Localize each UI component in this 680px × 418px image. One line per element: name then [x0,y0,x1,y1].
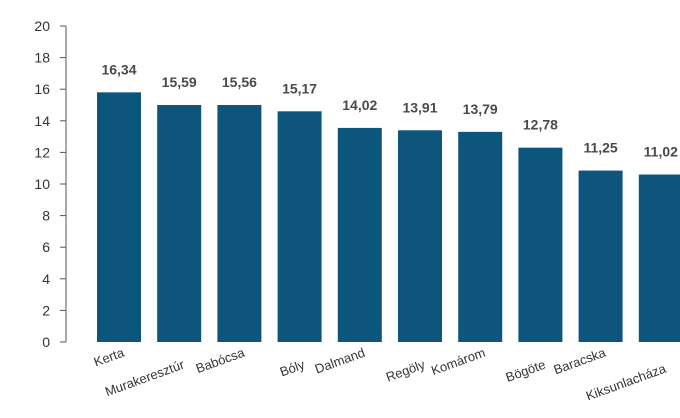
x-tick-label: Regöly [384,357,428,385]
y-tick-label: 2 [42,302,50,318]
bar-komárom [458,131,503,342]
bar-bóly [277,111,322,342]
value-label: 15,17 [282,80,317,96]
bar-kerta [97,92,141,342]
value-label: 12,78 [523,117,558,133]
x-tick-label: Komárom [429,345,487,378]
y-tick-label: 18 [34,50,50,66]
x-tick-label: Kiksunlacháza [584,360,669,403]
y-tick-label: 0 [42,334,50,350]
bar-bögöte [518,147,563,342]
bar-babócsa [217,105,262,342]
value-label: 11,02 [644,144,678,160]
y-tick-label: 4 [42,271,50,287]
value-label: 13,79 [463,101,498,117]
bar-dalmand [337,127,382,342]
value-label: 13,91 [402,99,437,115]
x-tick-label: Babócsa [194,344,247,376]
y-tick-label: 8 [42,208,50,224]
y-tick-label: 6 [42,239,50,255]
x-tick-label: Murakeresztúr [103,356,187,399]
x-tick-label: Baracska [552,344,609,377]
value-label: 11,25 [583,140,617,156]
value-label: 15,56 [222,74,257,90]
x-tick-label: Bóly [278,357,307,380]
value-label: 14,02 [342,97,377,113]
y-tick-label: 14 [34,113,50,129]
value-label: 15,59 [162,74,197,90]
value-labels-group: 16,34 15,59 15,56 15,17 14,02 13,91 13,79 12,78… [101,61,678,159]
y-tick-label: 16 [34,81,50,97]
y-tick-label: 12 [34,144,50,160]
x-tick-label: Bögöte [504,357,548,385]
y-axis: 0 2 4 6 8 10 12 14 16 18 20 [34,18,67,350]
x-tick-label: Kerta [92,344,127,369]
value-label: 16,34 [101,61,136,77]
y-tick-label: 20 [34,18,50,34]
bar-kiksunlacháza [638,174,680,342]
x-tick-label: Dalmand [313,345,367,377]
bars-group [97,92,680,342]
bar-regöly [398,130,442,342]
y-tick-label: 10 [34,176,50,192]
bar-murakeresztúr [157,105,202,342]
bar-baracska [578,170,623,342]
